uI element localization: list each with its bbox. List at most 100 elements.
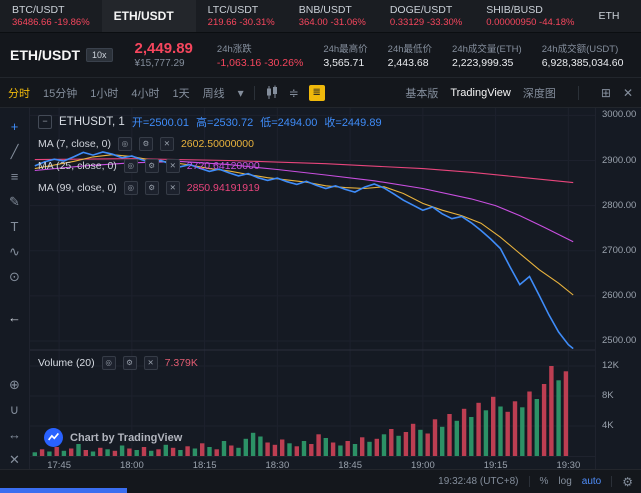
ma99-value: 2850.94191919 <box>186 181 260 194</box>
price-axis-label: 2500.00 <box>602 334 637 346</box>
interval-button-4h[interactable]: 4小时 <box>131 87 160 100</box>
trend-line-icon[interactable]: ╱ <box>10 143 19 159</box>
price-scale[interactable]: 3000.00 2900.00 2800.00 2700.00 2600.00 2500.… <box>595 108 641 472</box>
eye-icon[interactable]: ◎ <box>117 136 132 151</box>
ticker-item-btc-usdt[interactable]: BTC/USDT 36486.66 -19.86% <box>0 0 102 32</box>
volume-bar <box>454 420 459 456</box>
chevron-down-icon[interactable]: ▾ <box>237 85 244 100</box>
interval-button-1w[interactable]: 周线 <box>202 87 225 100</box>
volume-value: 7.379K <box>164 357 198 369</box>
brush-icon[interactable]: ✎ <box>9 193 20 209</box>
xabcd-pattern-icon[interactable]: ∿ <box>9 243 20 259</box>
volume-bar <box>214 449 219 456</box>
ma7-label: MA (7, close, 0) <box>38 137 111 150</box>
forecast-icon[interactable]: ⊙ <box>9 268 20 284</box>
ticker-item-partial[interactable]: ETH <box>586 0 631 32</box>
settings-icon[interactable]: ⚙ <box>144 158 159 173</box>
eye-icon[interactable]: ◎ <box>123 158 138 173</box>
toolbar-divider <box>577 85 579 100</box>
legend-open: 开=2500.01 <box>131 116 190 129</box>
volume-bar <box>330 442 336 456</box>
volume-bar <box>287 443 292 456</box>
volume-bar <box>229 445 234 456</box>
eye-icon[interactable]: ◎ <box>123 180 138 195</box>
tradingview-logo-icon <box>44 428 63 447</box>
volume-bar <box>301 441 307 456</box>
interval-button-1d[interactable]: 1天 <box>172 87 190 100</box>
auto-scale-toggle[interactable]: auto <box>581 476 602 487</box>
delete-icon[interactable]: ✕ <box>9 451 20 467</box>
stat-24h-quote-volume: 24h成交额(USDT) 6,928,385,034.60 <box>541 44 624 69</box>
time-axis[interactable]: 17:45 18:00 18:15 18:30 18:45 19:00 19:15 19:30 <box>30 456 595 473</box>
view-button-depth[interactable]: 深度图 <box>522 87 556 100</box>
volume-bar <box>294 446 299 456</box>
ticker-item-doge-usdt[interactable]: DOGE/USDT 0.33129 -33.30% <box>378 0 474 32</box>
ticker-item-bnb-usdt[interactable]: BNB/USDT 364.00 -31.06% <box>287 0 378 32</box>
interval-button-timeshare[interactable]: 分时 <box>8 87 30 100</box>
volume-bar <box>200 443 205 456</box>
volume-bar <box>483 410 489 456</box>
settings-icon[interactable]: ⚙ <box>122 356 137 370</box>
eye-icon[interactable]: ◎ <box>101 356 116 370</box>
interval-button-1h[interactable]: 1小时 <box>90 87 119 100</box>
volume-bar <box>425 433 430 456</box>
ticker-item-shib-busd[interactable]: SHIB/BUSD 0.00000950 -44.18% <box>474 0 586 32</box>
volume-bar <box>410 423 416 456</box>
delete-icon[interactable]: ✕ <box>143 356 158 370</box>
view-button-basic[interactable]: 基本版 <box>405 87 439 100</box>
collapse-legend-icon[interactable]: − <box>38 114 52 129</box>
volume-bar <box>127 448 132 456</box>
percent-scale-toggle[interactable]: % <box>539 476 549 487</box>
leverage-badge[interactable]: 10x <box>86 48 113 62</box>
horizontal-scrollbar-thumb[interactable] <box>0 488 127 493</box>
attribution-text: Chart by TradingView <box>70 431 183 444</box>
volume-bar <box>491 396 496 456</box>
volume-bar <box>61 450 67 456</box>
interval-button-15m[interactable]: 15分钟 <box>43 87 78 100</box>
last-price: 2,449.89 <box>134 40 193 57</box>
delete-icon[interactable]: ✕ <box>165 158 180 173</box>
fib-retracement-icon[interactable]: ≡ <box>10 169 19 184</box>
settings-gear-icon[interactable]: ⚙ <box>622 474 633 489</box>
ticker-item-ltc-usdt[interactable]: LTC/USDT 219.66 -30.31% <box>196 0 287 32</box>
close-icon[interactable]: ✕ <box>622 85 633 100</box>
text-icon[interactable]: T <box>10 219 19 234</box>
volume-bar <box>156 449 161 456</box>
stat-24h-low: 24h最低价 2,443.68 <box>387 44 433 69</box>
settings-icon[interactable]: ⚙ <box>138 136 153 151</box>
indicators-icon[interactable]: ≣ <box>308 84 325 101</box>
time-axis-label: 19:15 <box>483 460 508 471</box>
magnet-icon[interactable]: ∪ <box>9 401 20 417</box>
collapse-sidebar-icon[interactable]: ← <box>8 310 21 325</box>
volume-bar <box>272 444 278 456</box>
candlestick-icon[interactable] <box>265 85 279 100</box>
overlay-compare-icon[interactable]: ≑ <box>288 85 299 100</box>
volume-bar <box>149 450 154 456</box>
measure-icon[interactable]: ↔ <box>8 427 21 442</box>
time-axis-label: 18:45 <box>338 460 362 471</box>
delete-icon[interactable]: ✕ <box>159 136 174 151</box>
zoom-in-icon[interactable]: ⊕ <box>9 376 20 392</box>
tradingview-attribution[interactable]: Chart by TradingView <box>44 428 182 447</box>
price-axis-label: 2800.00 <box>602 199 637 211</box>
symbol-name[interactable]: ETH/USDT <box>10 47 80 63</box>
drawing-toolbar: + ╱ ≡ ✎ T ∿ ⊙ ← ⊕ ∪ ↔ ✕ <box>0 108 30 472</box>
volume-bar <box>192 448 198 456</box>
volume-bar <box>309 444 314 456</box>
price-axis-label: 3000.00 <box>602 109 637 121</box>
log-scale-toggle[interactable]: log <box>558 476 572 487</box>
volume-bar <box>469 417 474 456</box>
ticker-tab-eth-usdt[interactable]: ETH/USDT <box>101 0 196 32</box>
volume-bar <box>69 448 74 456</box>
time-axis-label: 17:45 <box>47 460 71 471</box>
delete-icon[interactable]: ✕ <box>165 180 180 195</box>
fullscreen-icon[interactable]: ⊞ <box>600 85 611 100</box>
volume-bar <box>541 384 547 456</box>
view-button-tradingview[interactable]: TradingView <box>450 86 511 99</box>
volume-bar <box>505 411 510 456</box>
ticker-pair: LTC/USDT <box>207 4 259 16</box>
ticker-quote: 364.00 -31.06% <box>298 17 366 28</box>
crosshair-icon[interactable]: + <box>10 119 19 134</box>
settings-icon[interactable]: ⚙ <box>144 180 159 195</box>
volume-bar <box>178 450 183 456</box>
